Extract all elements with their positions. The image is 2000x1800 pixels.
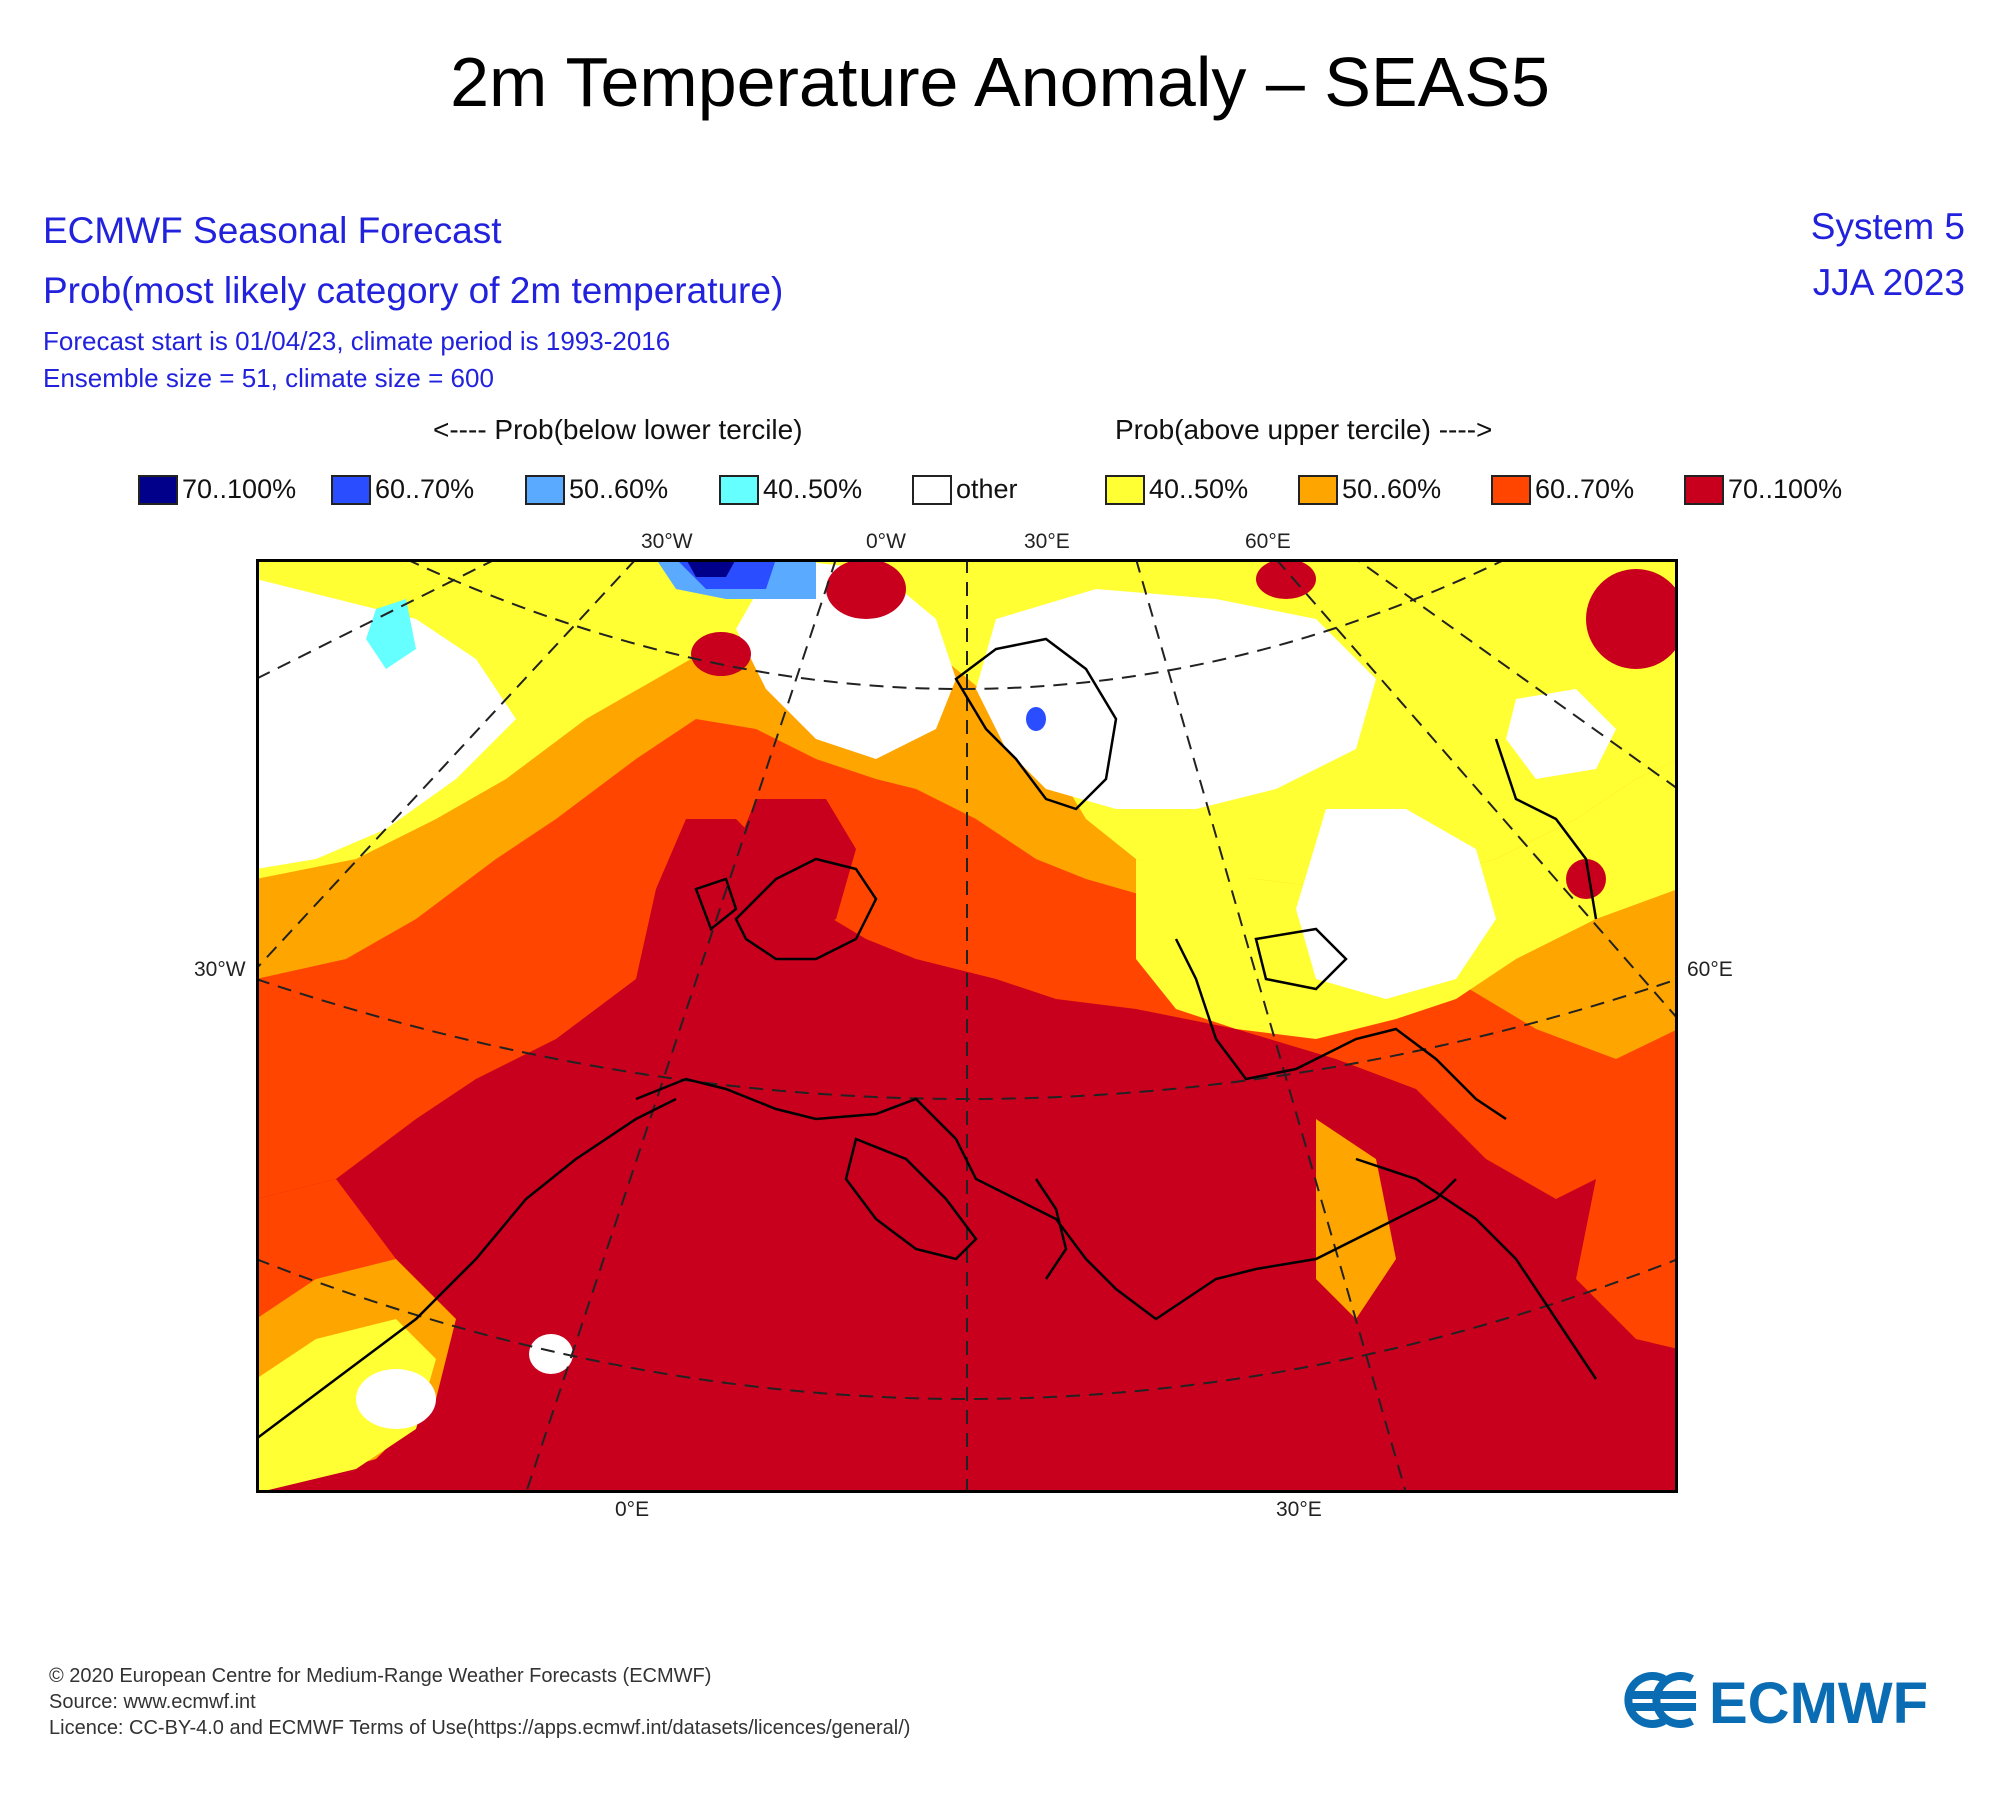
legend-swatch [525,474,565,505]
map-tick-top: 30°W [641,530,693,553]
map-region [256,1319,436,1493]
legend-label: 50..60% [569,474,669,504]
legend-item: other [912,474,1018,505]
map-region [1026,707,1046,731]
legend-item: 50..60% [1298,474,1441,505]
map-region [1586,569,1678,669]
legend-swatch [331,474,371,505]
map-region [826,559,906,619]
legend-label: 40..50% [1149,474,1249,504]
map-frame [256,559,1678,1493]
legend-item: 70..100% [138,474,296,505]
legend-below-label: <---- Prob(below lower tercile) [433,414,803,445]
legend-swatch [1684,474,1724,505]
legend-above-label: Prob(above upper tercile) ----> [1115,414,1493,445]
page-title: 2m Temperature Anomaly – SEAS5 [450,43,1550,121]
map-tick-top: 30°E [1024,530,1070,553]
licence-text: Licence: CC-BY-4.0 and ECMWF Terms of Us… [49,1717,911,1739]
legend-swatch [719,474,759,505]
map-tick-left: 30°W [194,958,246,981]
legend-swatch [912,474,952,505]
legend-item: 70..100% [1684,474,1842,505]
forecast-variable: Prob(most likely category of 2m temperat… [43,270,784,311]
legend-label: 60..70% [375,474,475,504]
legend-label: other [956,474,1018,504]
map-region [1566,859,1606,899]
legend-item: 40..50% [1105,474,1248,505]
map-region [691,632,751,676]
forecast-start-info: Forecast start is 01/04/23, climate peri… [43,326,671,356]
system-label: System 5 [1810,206,1965,247]
map-region [1576,1119,1678,1349]
map-region [1296,809,1496,999]
legend-label: 70..100% [182,474,297,504]
map-region [256,579,516,869]
ensemble-info: Ensemble size = 51, climate size = 600 [43,363,494,393]
map-region [1316,1119,1396,1319]
forecast-name: ECMWF Seasonal Forecast [43,210,502,251]
coastlines [256,637,1598,1440]
legend-item: 60..70% [331,474,474,505]
ecmwf-logo: ECMWF [1624,1671,1928,1735]
season-label: JJA 2023 [1812,262,1965,303]
legend-swatch [1105,474,1145,505]
map-region [686,559,736,577]
map-region [1256,559,1316,599]
map-tick-right: 60°E [1687,958,1733,981]
map-tick-top: 60°E [1245,530,1291,553]
legend-item: 40..50% [719,474,862,505]
legend-label: 70..100% [1728,474,1843,504]
map-tick-bottom: 0°E [615,1498,650,1521]
legend-item: 60..70% [1491,474,1634,505]
map-region [366,599,416,669]
legend-item: 50..60% [525,474,668,505]
ecmwf-logo-text: ECMWF [1709,1671,1928,1735]
legend-swatch [1491,474,1531,505]
legend-label: 50..60% [1342,474,1442,504]
forecast-map [256,559,1678,1493]
legend: 70..100% 60..70% 50..60% 40..50% other 4… [138,474,1898,514]
map-region [356,1369,436,1429]
copyright-text: © 2020 European Centre for Medium-Range … [49,1665,712,1687]
legend-swatch [138,474,178,505]
legend-label: 60..70% [1535,474,1635,504]
map-tick-top: 0°W [866,530,906,553]
source-text: Source: www.ecmwf.int [49,1691,256,1713]
map-region [529,1334,573,1374]
map-tick-bottom: 30°E [1276,1498,1322,1521]
map-region [1506,689,1616,779]
map-region [736,559,956,759]
ecmwf-logo-mark [1624,1672,1696,1728]
legend-swatch [1298,474,1338,505]
legend-label: 40..50% [763,474,863,504]
